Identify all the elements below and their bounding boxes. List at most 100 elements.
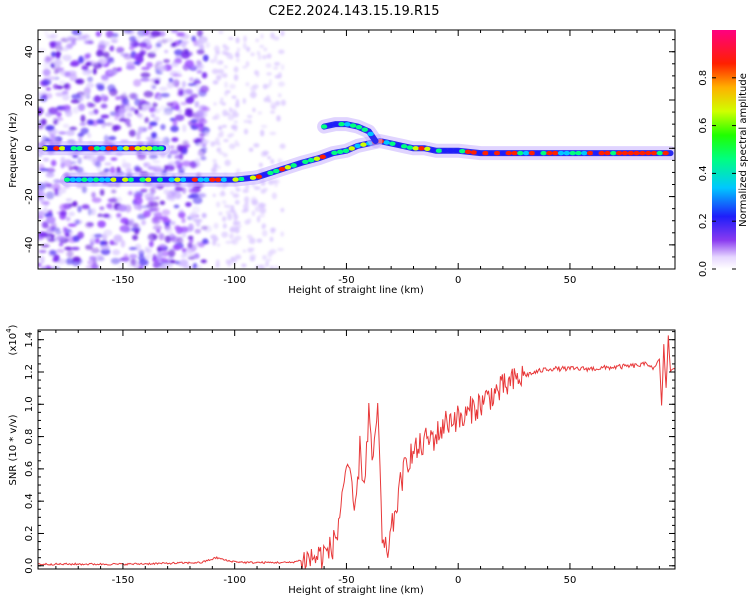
spectrogram-speckle [110,157,118,161]
spectrogram-ridge-blob [563,150,571,156]
spectrogram-speckle [261,229,268,237]
spectrogram-speckle [189,160,197,169]
spectrogram-ridge-blob [354,143,361,149]
spectrogram-speckle [194,253,200,259]
spectrogram-speckle [187,242,193,249]
spectrogram-y-tick-label: -20 [24,188,35,204]
spectrogram-speckle [64,246,72,251]
snr-x-tick-label: 50 [564,575,577,586]
spectrogram-speckle [170,42,177,48]
spectrogram-speckle [269,249,277,255]
spectrogram-ridge-blob [412,146,419,151]
spectrogram-speckle [42,157,50,162]
spectrogram-ridge-blob [156,177,164,182]
spectrogram-speckle [280,207,285,213]
snr-y-tick-label: 0.2 [24,526,35,542]
spectrogram-speckle [69,73,78,82]
spectrogram-speckle [120,217,129,224]
spectrogram-speckle [229,83,236,90]
spectrogram-speckle [223,204,228,208]
spectrogram-speckle [160,38,168,44]
colorbar-tick-label: 0.4 [698,165,709,181]
spectrogram-speckle [220,97,224,102]
spectrogram-speckle [69,61,79,67]
spectrogram-speckle [152,253,157,260]
spectrogram-speckle [38,107,44,115]
spectrogram-speckle [124,117,131,125]
spectrogram-speckle [244,196,250,203]
spectrogram-speckle [232,193,240,198]
spectrogram-speckle [100,103,108,109]
snr-y-tick-label: 0.6 [24,461,35,477]
spectrogram-speckle [233,74,239,81]
spectrogram-speckle [252,107,256,113]
spectrogram-speckle [100,244,110,250]
spectrogram-speckle [100,114,110,119]
spectrogram-speckle [52,116,57,120]
spectrogram-speckle [217,165,221,170]
spectrogram-speckle [87,76,93,83]
spectrogram-speckle [138,103,143,111]
spectrogram-speckle [154,79,160,85]
spectrogram-speckle [278,49,285,55]
snr-x-tick-label: -150 [112,575,135,586]
spectrogram-speckle [104,162,112,166]
spectrogram-ridge-blob [53,146,60,151]
spectrogram-speckle [256,50,261,56]
spectrogram-speckle [77,103,86,111]
spectrogram-ridge-blob [98,177,106,182]
spectrogram-speckle [258,214,265,218]
spectrogram-ridge-blob [598,150,605,156]
spectrogram-speckle [97,85,105,91]
spectrogram-ridge-blob [493,150,501,156]
spectrogram-speckle [224,81,228,89]
colorbar-label: Normalized spectral amplitude [738,73,749,227]
spectrogram-speckle [89,241,95,247]
spectrogram-speckle [46,34,55,39]
spectrogram-speckle [267,156,272,160]
spectrogram-x-tick-label: -150 [112,275,135,286]
spectrogram-speckle [161,250,169,257]
spectrogram-speckle [97,213,103,218]
spectrogram-speckle [226,204,232,209]
spectrogram-speckle [242,42,247,50]
spectrogram-speckle [178,109,183,114]
spectrogram-speckle [132,234,138,241]
spectrogram-speckle [129,45,135,51]
spectrogram-speckle [246,46,251,53]
snr-y-tick-label: 1.2 [24,364,35,380]
spectrogram-speckle [170,235,180,243]
spectrogram-speckle [262,83,268,90]
spectrogram-speckle [149,186,156,195]
spectrogram-frame [37,29,676,270]
spectrogram-ridge-blob [232,177,239,182]
spectrogram-speckle [157,250,164,258]
spectrogram-ridge-blob [511,150,518,156]
spectrogram-speckle [172,118,178,127]
spectrogram-speckle [177,236,184,244]
spectrogram-speckle [202,238,209,245]
spectrogram-ridge-blob [592,150,600,156]
spectrogram-speckle [257,53,262,61]
spectrogram-speckle [273,66,279,70]
spectrogram-speckle [65,109,73,117]
spectrogram-speckle [219,60,223,64]
spectrogram-speckle [181,80,187,88]
spectrogram-ridge-blob [453,148,460,153]
spectrogram-ridge-blob [528,150,536,156]
spectrogram-speckle [269,265,274,269]
spectrogram-speckle [219,130,225,135]
spectrogram-speckle [174,191,182,200]
spectrogram-speckle [114,112,119,121]
spectrogram-ridge-blob [162,177,170,182]
spectrogram-speckle [274,61,281,66]
spectrogram-speckle [218,147,222,152]
spectrogram-speckle [149,121,158,127]
spectrogram-speckle [188,188,196,193]
spectrogram-speckle [129,35,137,42]
spectrogram-ridge-blob [157,146,165,151]
spectrogram-speckle [175,160,181,165]
spectrogram-speckle [83,87,91,95]
spectrogram-speckle [103,122,114,126]
spectrogram-ridge-blob [58,146,66,151]
